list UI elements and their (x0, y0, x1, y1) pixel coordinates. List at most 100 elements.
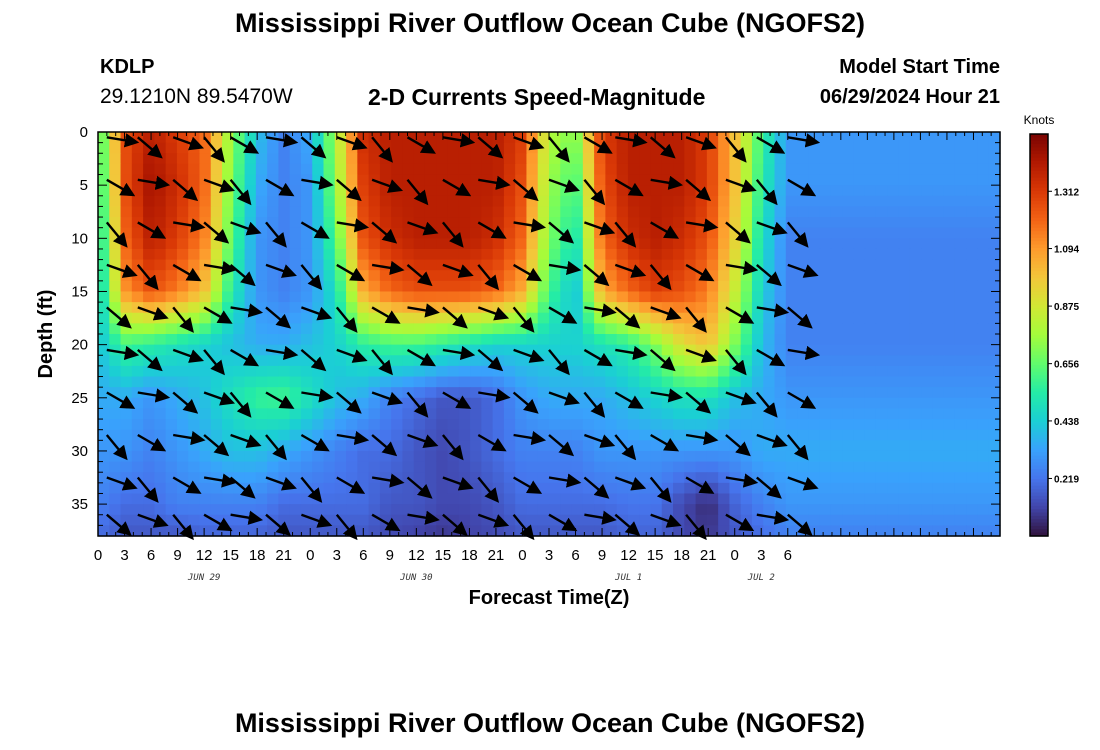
current-vector-arrow (300, 513, 333, 528)
heatmap-cell (988, 334, 1001, 346)
heatmap-cell (571, 387, 584, 399)
heatmap-cell (594, 323, 606, 335)
heatmap-cell (887, 206, 900, 218)
heatmap-cell (312, 132, 325, 144)
current-vector-arrow (441, 221, 464, 248)
heatmap-cell (289, 291, 302, 303)
heatmap-cell (549, 132, 561, 144)
heatmap-cell (616, 185, 629, 197)
heatmap-cell (898, 163, 911, 176)
heatmap-cell (98, 387, 110, 399)
heatmap-cell (267, 387, 280, 399)
heatmap-cell (357, 323, 370, 335)
colorbar-segment (1030, 254, 1048, 259)
heatmap-cell (842, 376, 855, 388)
heatmap-cell (921, 132, 933, 144)
heatmap-cell (605, 248, 618, 261)
heatmap-cell (842, 259, 855, 271)
heatmap-cell (222, 206, 234, 218)
heatmap-cell (616, 482, 629, 495)
heatmap-cell (627, 153, 640, 165)
current-vector-arrow (371, 434, 398, 457)
heatmap-cell (853, 238, 866, 250)
heatmap-cell (729, 185, 742, 197)
heatmap-cell (751, 280, 764, 293)
heatmap-cell (571, 291, 584, 303)
heatmap-cell (255, 206, 268, 218)
heatmap-cell (312, 248, 325, 261)
heatmap-cell (853, 142, 866, 154)
heatmap-cell (368, 334, 381, 346)
heatmap-cell (673, 525, 685, 537)
heatmap-cell (740, 132, 753, 144)
heatmap-cell (470, 153, 482, 165)
heatmap-cell (143, 132, 155, 144)
heatmap-cell (154, 206, 167, 218)
heatmap-cell (718, 504, 731, 516)
heatmap-cell (503, 504, 516, 516)
current-vector-arrow (478, 175, 511, 190)
heatmap-cell (909, 195, 922, 208)
heatmap-cell (470, 270, 482, 282)
heatmap-cell (323, 227, 336, 239)
heatmap-cell (842, 185, 855, 197)
heatmap-cell (312, 525, 325, 537)
heatmap-cell (898, 376, 911, 388)
heatmap-cell (650, 355, 663, 367)
current-vector-arrow (336, 391, 362, 414)
heatmap-cell (898, 472, 911, 484)
heatmap-cell (921, 217, 933, 229)
heatmap-cell (943, 429, 956, 441)
heatmap-cell (222, 344, 234, 356)
colorbar-segment (1030, 164, 1048, 169)
heatmap-cell (966, 270, 979, 282)
colorbar-segment (1030, 271, 1048, 276)
heatmap-cell (98, 355, 110, 367)
heatmap-cell (673, 397, 685, 410)
heatmap-cell (222, 493, 234, 505)
heatmap-cell (436, 312, 449, 324)
heatmap-cell (458, 206, 471, 218)
heatmap-cell (582, 227, 595, 239)
heatmap-cell (819, 472, 832, 484)
heatmap-cell (436, 440, 449, 452)
heatmap-cell (165, 440, 178, 452)
heatmap-cell (278, 302, 291, 314)
heatmap-cell (673, 472, 685, 484)
heatmap-cell (977, 440, 990, 452)
heatmap-cell (131, 482, 144, 495)
heatmap-cell (210, 387, 223, 399)
heatmap-cell (943, 185, 956, 197)
heatmap-cell (909, 163, 922, 176)
heatmap-cell (98, 525, 110, 537)
heatmap-cell (537, 259, 550, 271)
heatmap-cell (143, 344, 155, 356)
colorbar-segment (1030, 438, 1048, 443)
heatmap-cell (549, 419, 561, 431)
y-tick-label: 0 (80, 124, 88, 141)
heatmap-cell (751, 185, 764, 197)
heatmap-cell (346, 227, 358, 239)
heatmap-cell (571, 419, 584, 431)
heatmap-cell (661, 195, 674, 208)
heatmap-cell (875, 461, 888, 473)
heatmap-cell (661, 206, 674, 218)
heatmap-cell (774, 376, 787, 388)
heatmap-cell (131, 238, 144, 250)
heatmap-cell (312, 238, 325, 250)
current-vector-arrow (137, 348, 163, 372)
heatmap-cell (188, 461, 201, 473)
heatmap-cell (616, 248, 629, 261)
heatmap-cell (921, 238, 933, 250)
heatmap-cell (176, 482, 189, 495)
heatmap-cell (673, 206, 685, 218)
heatmap-cell (616, 429, 629, 441)
current-vector-arrow (583, 348, 613, 367)
heatmap-cell (515, 280, 528, 293)
heatmap-cell (458, 302, 471, 314)
heatmap-cell (571, 280, 584, 293)
heatmap-cell (300, 259, 313, 271)
heatmap-cell (819, 461, 832, 473)
heatmap-cell (199, 365, 212, 378)
heatmap-cell (842, 280, 855, 293)
